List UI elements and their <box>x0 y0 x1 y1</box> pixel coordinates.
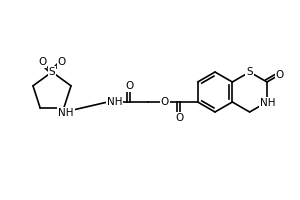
Text: O: O <box>176 113 184 123</box>
Text: S: S <box>246 67 253 77</box>
Text: O: O <box>58 57 66 67</box>
Text: O: O <box>160 97 169 107</box>
Text: S: S <box>49 67 55 77</box>
Text: O: O <box>276 70 284 79</box>
Text: O: O <box>126 81 134 91</box>
Text: O: O <box>38 57 46 67</box>
Text: NH: NH <box>107 97 122 107</box>
Text: NH: NH <box>260 98 276 108</box>
Text: NH: NH <box>58 108 74 118</box>
